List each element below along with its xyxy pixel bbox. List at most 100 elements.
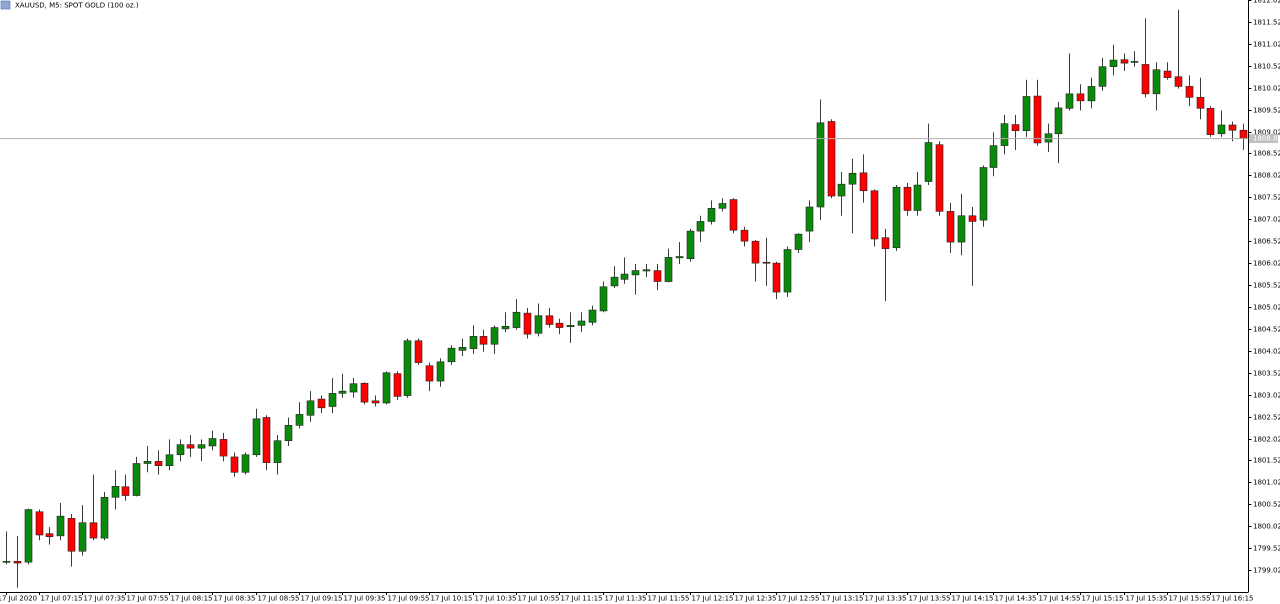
candle-body [382,372,391,404]
candle-body [1120,59,1129,64]
candle-body [881,237,890,249]
candle-body [35,511,44,536]
candle-body [219,439,228,457]
y-tick-label: 1799.02 [1253,567,1280,575]
candle-body [121,486,130,496]
y-tick-label: 1807.52 [1253,194,1280,202]
y-tick-label: 1807.02 [1253,216,1280,224]
x-tick-label: 17 Jul 14:55 [1039,595,1081,603]
candle-body [545,315,554,325]
candle-body [1239,129,1248,139]
y-tick-label: 1809.52 [1253,107,1280,115]
x-tick-label: 17 Jul 12:15 [692,595,734,603]
y-tick-label: 1801.02 [1253,479,1280,487]
candle-body [349,383,358,393]
y-tick-label: 1810.02 [1253,85,1280,93]
candle-body [1174,76,1183,87]
candle-body [1098,66,1107,87]
candle-body [393,373,402,397]
candle-body [859,172,868,192]
x-tick-label: 17 Jul 12:35 [735,595,777,603]
y-tick-label: 1802.52 [1253,414,1280,422]
candle-body [762,261,771,264]
candle-body [1054,107,1063,135]
candle-body [783,249,792,293]
candle-body [197,444,206,449]
x-tick-label: 17 Jul 15:55 [1169,595,1211,603]
x-tick-label: 17 Jul 13:35 [865,595,907,603]
x-tick-label: 17 Jul 14:15 [952,595,994,603]
candle-body [262,417,271,463]
candle-body [24,509,33,563]
candle-body [989,145,998,168]
y-tick-label: 1805.52 [1253,282,1280,290]
candle-body [2,561,11,563]
x-tick-label: 17 Jul 2020 [0,595,37,603]
candle-body [924,142,933,182]
candle-body [718,203,727,209]
candle-body [45,533,54,538]
x-tick-label: 17 Jul 14:35 [995,595,1037,603]
candle-body [729,199,738,231]
candle-body [328,393,337,407]
candle-body [848,172,857,185]
candle-body [903,186,912,211]
candle-body [534,315,543,334]
candle-body [1130,61,1139,63]
candle-body [653,270,662,282]
x-tick-label: 17 Jul 10:55 [518,595,560,603]
candle-body [13,561,22,564]
candle-body [414,340,423,363]
candle-body [816,122,825,208]
x-tick-label: 17 Jul 09:55 [388,595,430,603]
candle-body [479,336,488,345]
candle-body [154,461,163,467]
candle-body [1141,64,1150,95]
candle-body [208,438,217,447]
x-tick-label: 17 Jul 07:15 [41,595,83,603]
candle-body [176,444,185,456]
current-price-box [1249,134,1278,144]
candle-body [631,270,640,276]
candle-body [67,518,76,552]
candle-body [132,463,141,496]
candle-body [273,440,282,463]
candle-body [751,240,760,264]
candle-body [1065,93,1074,109]
x-tick-label: 17 Jul 10:15 [431,595,473,603]
candle-body [588,309,597,323]
x-tick-label: 17 Jul 12:55 [778,595,820,603]
candle-body [230,456,239,473]
x-tick-label: 17 Jul 10:35 [475,595,517,603]
candle-body [979,167,988,221]
candle-body [610,276,619,287]
y-tick-label: 1810.52 [1253,63,1280,71]
candle-body [946,211,955,243]
plot-area [2,9,1248,588]
current-price-label: 1808.86 [1253,135,1280,143]
candle-body [186,444,195,449]
candle-body [1011,124,1020,131]
candle-body [523,312,532,335]
candle-body [1206,108,1215,135]
candle-body [664,257,673,282]
y-tick-label: 1800.52 [1253,501,1280,509]
x-tick-label: 17 Jul 09:35 [344,595,386,603]
candle-body [295,414,304,426]
y-tick-label: 1804.52 [1253,326,1280,334]
candle-body [772,262,781,293]
candle-body [1087,86,1096,102]
candle-body [284,425,293,442]
symbol-icon [0,0,11,10]
candle-body [306,400,315,416]
candle-body [469,336,478,349]
candle-body [78,522,87,552]
candle-body [913,184,922,211]
y-tick-label: 1811.02 [1253,41,1280,49]
candle-body [338,390,347,394]
candle-body [1044,133,1053,143]
candle-body [436,361,445,382]
candle-body [1228,124,1237,131]
